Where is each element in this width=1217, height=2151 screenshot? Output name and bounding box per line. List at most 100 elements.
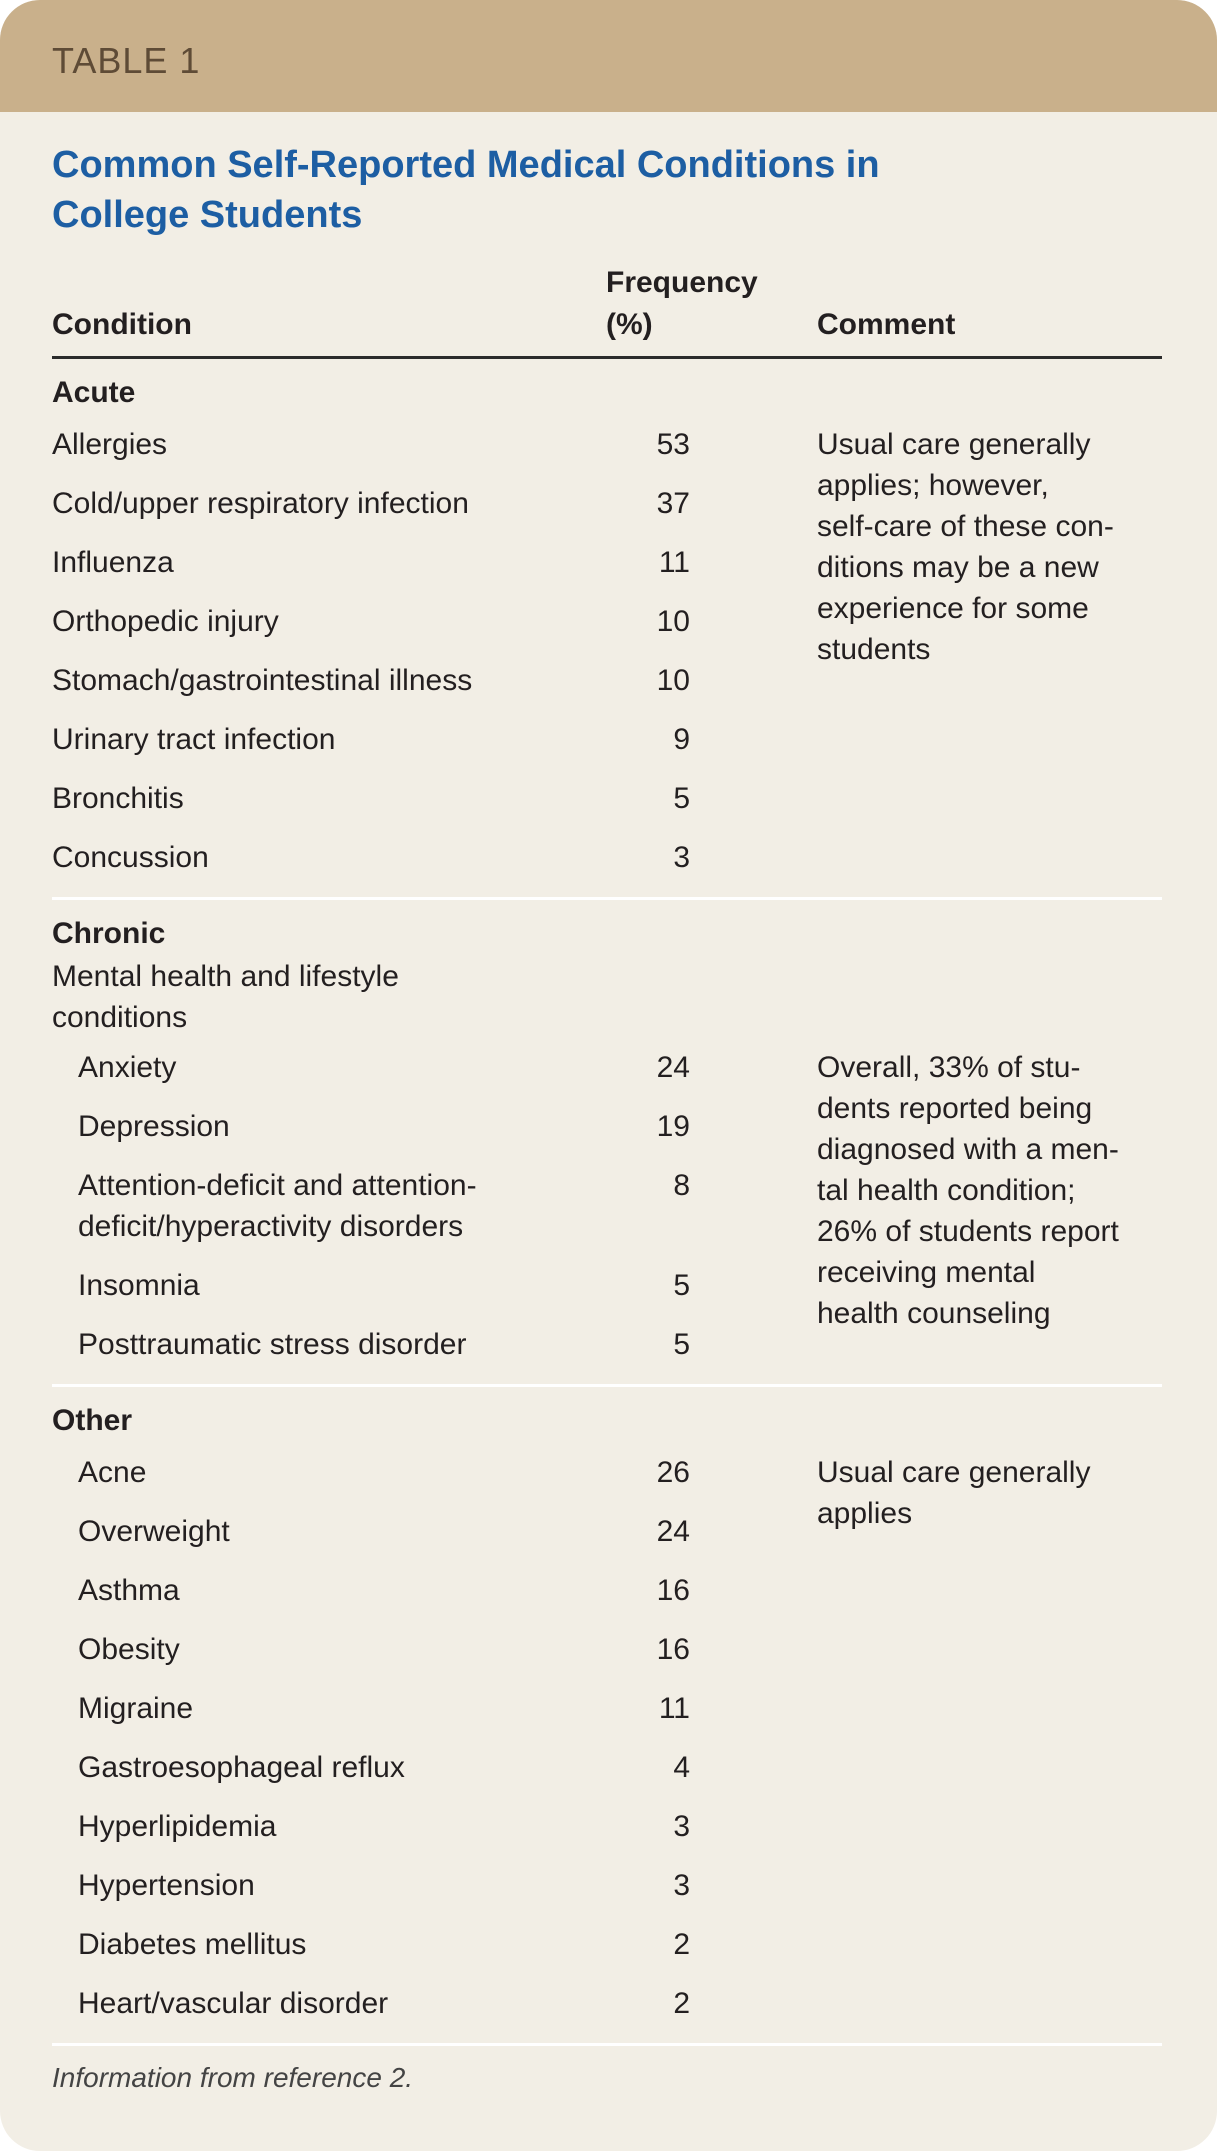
- table-row: Concussion 3: [52, 828, 1162, 887]
- table-row: Attention-deficit and attention-deficit/…: [52, 1156, 1162, 1256]
- condition: Influenza: [52, 546, 174, 579]
- table-body: Acute Allergies 53 Cold/upper respiratory i…: [0, 359, 1217, 2046]
- frequency: 3: [673, 841, 690, 874]
- frequency: 8: [673, 1169, 690, 1202]
- frequency: 16: [656, 1633, 690, 1666]
- condition: Overweight: [78, 1515, 230, 1548]
- frequency: 3: [673, 1810, 690, 1843]
- comment-line: ditions may be a new: [817, 551, 1099, 584]
- column-headers: Condition Frequency (%) Comment: [52, 262, 1162, 359]
- comment-line: dents reported being: [817, 1092, 1093, 1125]
- comment: Usual care generally applies: [817, 1452, 1090, 1534]
- table-row: Acne 26: [52, 1443, 1162, 1502]
- frequency: 24: [656, 1051, 690, 1084]
- condition: Attention-deficit and attention-deficit/…: [78, 1169, 477, 1243]
- condition: Posttraumatic stress disorder: [78, 1328, 467, 1361]
- condition: Cold/upper respiratory infection: [52, 487, 469, 520]
- comment-line: health counseling: [817, 1297, 1051, 1330]
- footnote: Information from reference 2.: [52, 2062, 414, 2093]
- comment-line: Usual care generally: [817, 428, 1091, 461]
- table-row: Hypertension 3: [52, 1856, 1162, 1915]
- section: Chronic Mental health and lifestyle condi…: [52, 900, 1162, 1387]
- comment-line: diagnosed with a men-: [817, 1133, 1119, 1166]
- condition: Hypertension: [78, 1869, 255, 1902]
- table-row: Diabetes mellitus 2: [52, 1915, 1162, 1974]
- comment: Overall, 33% of stu-dents reported being…: [817, 1047, 1119, 1334]
- table-row: Overweight 24: [52, 1502, 1162, 1561]
- condition: Bronchitis: [52, 782, 184, 815]
- table-row: Cold/upper respiratory infection 37: [52, 474, 1162, 533]
- frequency: 37: [656, 487, 690, 520]
- table-row: Migraine 11: [52, 1679, 1162, 1738]
- condition: Diabetes mellitus: [78, 1928, 307, 1961]
- table-row: Posttraumatic stress disorder 5: [52, 1315, 1162, 1374]
- table-row: Stomach/gastrointestinal illness 10: [52, 651, 1162, 710]
- table-row: Asthma 16: [52, 1561, 1162, 1620]
- comment-line: students: [817, 633, 931, 666]
- table-row: Orthopedic injury 10: [52, 592, 1162, 651]
- comment-line: receiving mental: [817, 1256, 1036, 1289]
- condition: Allergies: [52, 428, 168, 461]
- column-header: Comment: [817, 308, 956, 341]
- condition: Heart/vascular disorder: [78, 1987, 389, 2020]
- frequency: 11: [658, 546, 690, 579]
- comment-line: experience for some: [817, 592, 1089, 625]
- section: Other Acne 26 Overweight 24 Asthma 16 Obesity 16…: [52, 1387, 1162, 2046]
- table-row: Bronchitis 5: [52, 769, 1162, 828]
- frequency: 5: [673, 1328, 690, 1361]
- frequency: 10: [656, 664, 690, 697]
- frequency: 2: [673, 1987, 690, 2020]
- section-label: Chronic: [52, 917, 166, 950]
- frequency: 26: [656, 1456, 690, 1489]
- frequency: 16: [656, 1574, 690, 1607]
- condition: Acne: [78, 1456, 147, 1489]
- condition: Asthma: [78, 1574, 180, 1607]
- comment-line: 26% of students report: [817, 1215, 1119, 1248]
- frequency: 11: [658, 1692, 690, 1725]
- condition: Stomach/gastrointestinal illness: [52, 664, 473, 697]
- condition: Obesity: [78, 1633, 180, 1666]
- comment-line: tal health condition;: [817, 1174, 1076, 1207]
- table-label: TABLE 1: [0, 0, 1217, 112]
- table-row: Obesity 16: [52, 1620, 1162, 1679]
- comment-line: Overall, 33% of stu-: [817, 1051, 1081, 1084]
- table-row: Urinary tract infection 9: [52, 710, 1162, 769]
- comment-line: applies; however,: [817, 469, 1049, 502]
- frequency: 5: [673, 782, 690, 815]
- comment-line: Usual care generally: [817, 1456, 1091, 1489]
- frequency: 24: [656, 1515, 690, 1548]
- frequency: 5: [673, 1269, 690, 1302]
- condition: Orthopedic injury: [52, 605, 279, 638]
- table-title: Common Self-Reported Medical Conditions …: [52, 144, 880, 236]
- column-header: Frequency (%): [606, 266, 758, 341]
- frequency: 3: [673, 1869, 690, 1902]
- condition: Gastroesophageal reflux: [78, 1751, 405, 1784]
- frequency: 53: [656, 428, 690, 461]
- rows: Anxiety 24 Depression 19 Attention-deficit a…: [52, 1038, 1162, 1374]
- table-row: Depression 19: [52, 1097, 1162, 1156]
- frequency: 9: [673, 723, 690, 756]
- section: Acute Allergies 53 Cold/upper respiratory i…: [52, 359, 1162, 900]
- table-row: Anxiety 24: [52, 1038, 1162, 1097]
- table-row: Insomnia 5: [52, 1256, 1162, 1315]
- frequency: 19: [656, 1110, 690, 1143]
- section-label: Other: [52, 1404, 133, 1437]
- table-row: Allergies 53: [52, 415, 1162, 474]
- comment-line: applies: [817, 1497, 913, 1530]
- column-header: Condition: [52, 308, 192, 341]
- condition: Migraine: [78, 1692, 194, 1725]
- table-row: Gastroesophageal reflux 4: [52, 1738, 1162, 1797]
- table-row: Heart/vascular disorder 2: [52, 1974, 1162, 2033]
- table-row: Influenza 11: [52, 533, 1162, 592]
- condition: Depression: [78, 1110, 230, 1143]
- comment-line: self-care of these con-: [817, 510, 1114, 543]
- comment: Usual care generally applies; however, sel…: [817, 424, 1114, 670]
- table-row: Hyperlipidemia 3: [52, 1797, 1162, 1856]
- condition: Insomnia: [78, 1269, 200, 1302]
- rows: Allergies 53 Cold/upper respiratory infect…: [52, 415, 1162, 887]
- condition: Concussion: [52, 841, 209, 874]
- condition: Urinary tract infection: [52, 723, 336, 756]
- subheading: Mental health and lifestyle conditions: [52, 960, 399, 1034]
